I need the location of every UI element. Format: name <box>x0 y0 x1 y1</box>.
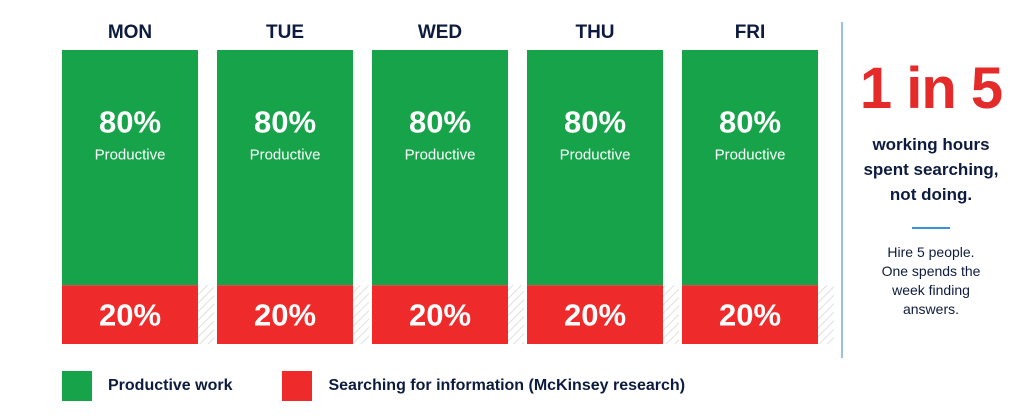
bar-hatch-mon <box>198 285 214 344</box>
callout-note-2: One spends the <box>881 263 981 279</box>
callout-subline-1: working hours <box>872 135 990 154</box>
searching-value-thu: 20% <box>564 298 626 333</box>
bar-searching-fri <box>682 285 818 344</box>
productive-caption-tue: Productive <box>250 146 321 163</box>
callout-headline: 1 in 5 <box>859 56 1003 121</box>
day-label-thu: THU <box>575 22 614 43</box>
productive-value-thu: 80% <box>564 104 626 139</box>
day-label-tue: TUE <box>266 22 304 43</box>
legend-label-productive: Productive work <box>108 377 233 394</box>
callout-note-3: week finding <box>892 282 970 298</box>
legend-swatch-searching <box>282 371 313 401</box>
bar-searching-wed <box>372 285 508 344</box>
bar-hatch-wed <box>508 285 524 344</box>
searching-value-wed: 20% <box>409 298 471 333</box>
bar-hatch-fri <box>818 285 834 344</box>
callout-note: Hire 5 people. One spends the week findi… <box>845 243 1017 319</box>
searching-value-tue: 20% <box>254 298 316 333</box>
bar-hatch-thu <box>663 285 679 344</box>
productive-value-fri: 80% <box>719 104 781 139</box>
callout-subline-2: spent searching, <box>863 160 999 179</box>
productive-value-mon: 80% <box>99 104 161 139</box>
bar-searching-tue <box>217 285 353 344</box>
chart-legend: Productive work Searching for informatio… <box>62 370 735 402</box>
bar-productive-thu <box>527 50 663 286</box>
productive-value-wed: 80% <box>409 104 471 139</box>
callout-note-4: answers. <box>902 301 960 317</box>
productive-value-tue: 80% <box>254 104 316 139</box>
bar-productive-fri <box>682 50 818 286</box>
legend-item-searching: Searching for information (McKinsey rese… <box>282 371 685 401</box>
searching-value-fri: 20% <box>719 298 781 333</box>
day-label-mon: MON <box>108 22 152 43</box>
bar-productive-tue <box>217 50 353 286</box>
day-label-wed: WED <box>418 22 462 43</box>
searching-value-mon: 20% <box>99 298 161 333</box>
bar-searching-mon <box>62 285 198 344</box>
productive-caption-fri: Productive <box>715 146 786 163</box>
callout-rule <box>912 227 950 229</box>
bar-searching-thu <box>527 285 663 344</box>
callout-note-1: Hire 5 people. <box>887 244 975 260</box>
productive-caption-thu: Productive <box>560 146 631 163</box>
weekly-time-chart: MON 80% Productive 20% TUE 80% Productive 20% WE… <box>62 22 834 344</box>
productive-caption-wed: Productive <box>405 146 476 163</box>
bar-hatch-tue <box>353 285 369 344</box>
day-label-fri: FRI <box>735 22 766 43</box>
legend-item-productive: Productive work <box>62 371 232 401</box>
legend-swatch-productive <box>62 371 92 401</box>
legend-label-searching: Searching for information (McKinsey rese… <box>328 377 686 394</box>
productive-caption-mon: Productive <box>95 146 166 163</box>
callout-subline-3: not doing. <box>889 185 973 204</box>
bar-productive-wed <box>372 50 508 286</box>
bar-productive-mon <box>62 50 198 286</box>
vertical-divider <box>841 22 843 358</box>
stat-callout: 1 in 5 working hours spent searching, no… <box>845 60 1017 319</box>
callout-subline: working hours spent searching, not doing… <box>845 132 1017 207</box>
